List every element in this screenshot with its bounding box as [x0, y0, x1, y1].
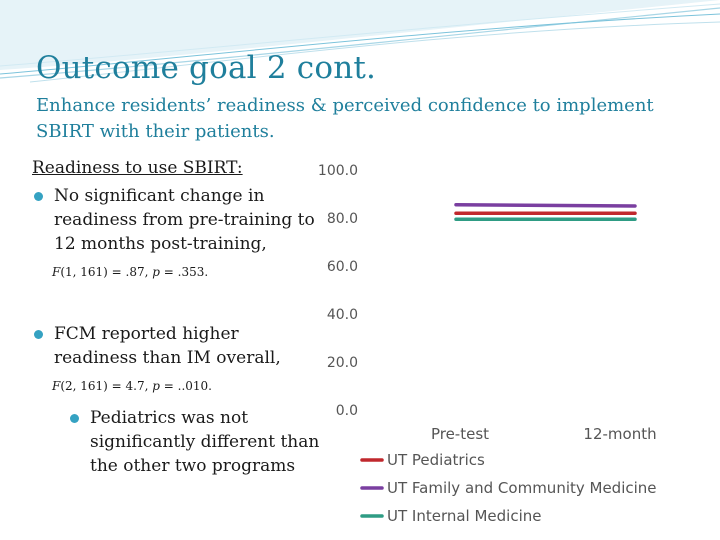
stat-p-label: p — [152, 265, 160, 279]
bullet-text: No significant change in readiness from … — [54, 186, 315, 254]
legend-label: UT Pediatrics — [387, 451, 485, 469]
stat-p-value: = ..010. — [159, 379, 212, 393]
stat-p-label: p — [152, 379, 160, 393]
y-tick-label: 60.0 — [327, 259, 358, 275]
stat-p-value: = .353. — [159, 265, 209, 279]
series-line — [454, 203, 637, 208]
bullet-no-change: No significant change in readiness from … — [32, 184, 322, 256]
slide-subtitle: Enhance residents’ readiness & perceived… — [36, 95, 654, 142]
stat-f-label: F — [52, 265, 61, 279]
bullet-dot-icon — [70, 414, 79, 423]
slide-title: Outcome goal 2 cont. — [36, 50, 377, 86]
x-tick-label: 12-month — [583, 425, 656, 443]
y-tick-label: 0.0 — [336, 403, 358, 419]
y-tick-label: 20.0 — [327, 355, 358, 371]
bullet-text: FCM reported higher readiness than IM ov… — [54, 324, 281, 368]
y-tick-label: 100.0 — [318, 163, 358, 179]
bullet-fcm-higher: FCM reported higher readiness than IM ov… — [32, 322, 322, 370]
text-column: Readiness to use SBIRT: No significant c… — [32, 158, 322, 478]
stat-line-1: F(1, 161) = .87, p = .353. — [52, 264, 322, 280]
y-tick-label: 40.0 — [327, 307, 358, 323]
readiness-line-chart: 0.0 20.0 40.0 60.0 80.0 100.0 Pre-test 12-month… — [318, 163, 657, 525]
x-tick-label: Pre-test — [431, 425, 489, 443]
readiness-heading: Readiness to use SBIRT: — [32, 158, 243, 178]
sub-bullet-pediatrics: Pediatrics was not significantly differe… — [68, 406, 322, 478]
stat-f-label: F — [52, 379, 61, 393]
stat-f-value: (1, 161) = .87, — [60, 265, 153, 279]
legend-label: UT Family and Community Medicine — [387, 479, 657, 497]
sub-bullet-text: Pediatrics was not significantly differe… — [90, 408, 320, 476]
legend-label: UT Internal Medicine — [387, 507, 542, 525]
stat-f-value: (2, 161) = 4.7, — [60, 379, 153, 393]
y-tick-label: 80.0 — [327, 211, 358, 227]
bullet-dot-icon — [34, 192, 43, 201]
bullet-dot-icon — [34, 330, 43, 339]
stat-line-2: F(2, 161) = 4.7, p = ..010. — [52, 378, 322, 394]
header-decoration — [0, 0, 720, 83]
